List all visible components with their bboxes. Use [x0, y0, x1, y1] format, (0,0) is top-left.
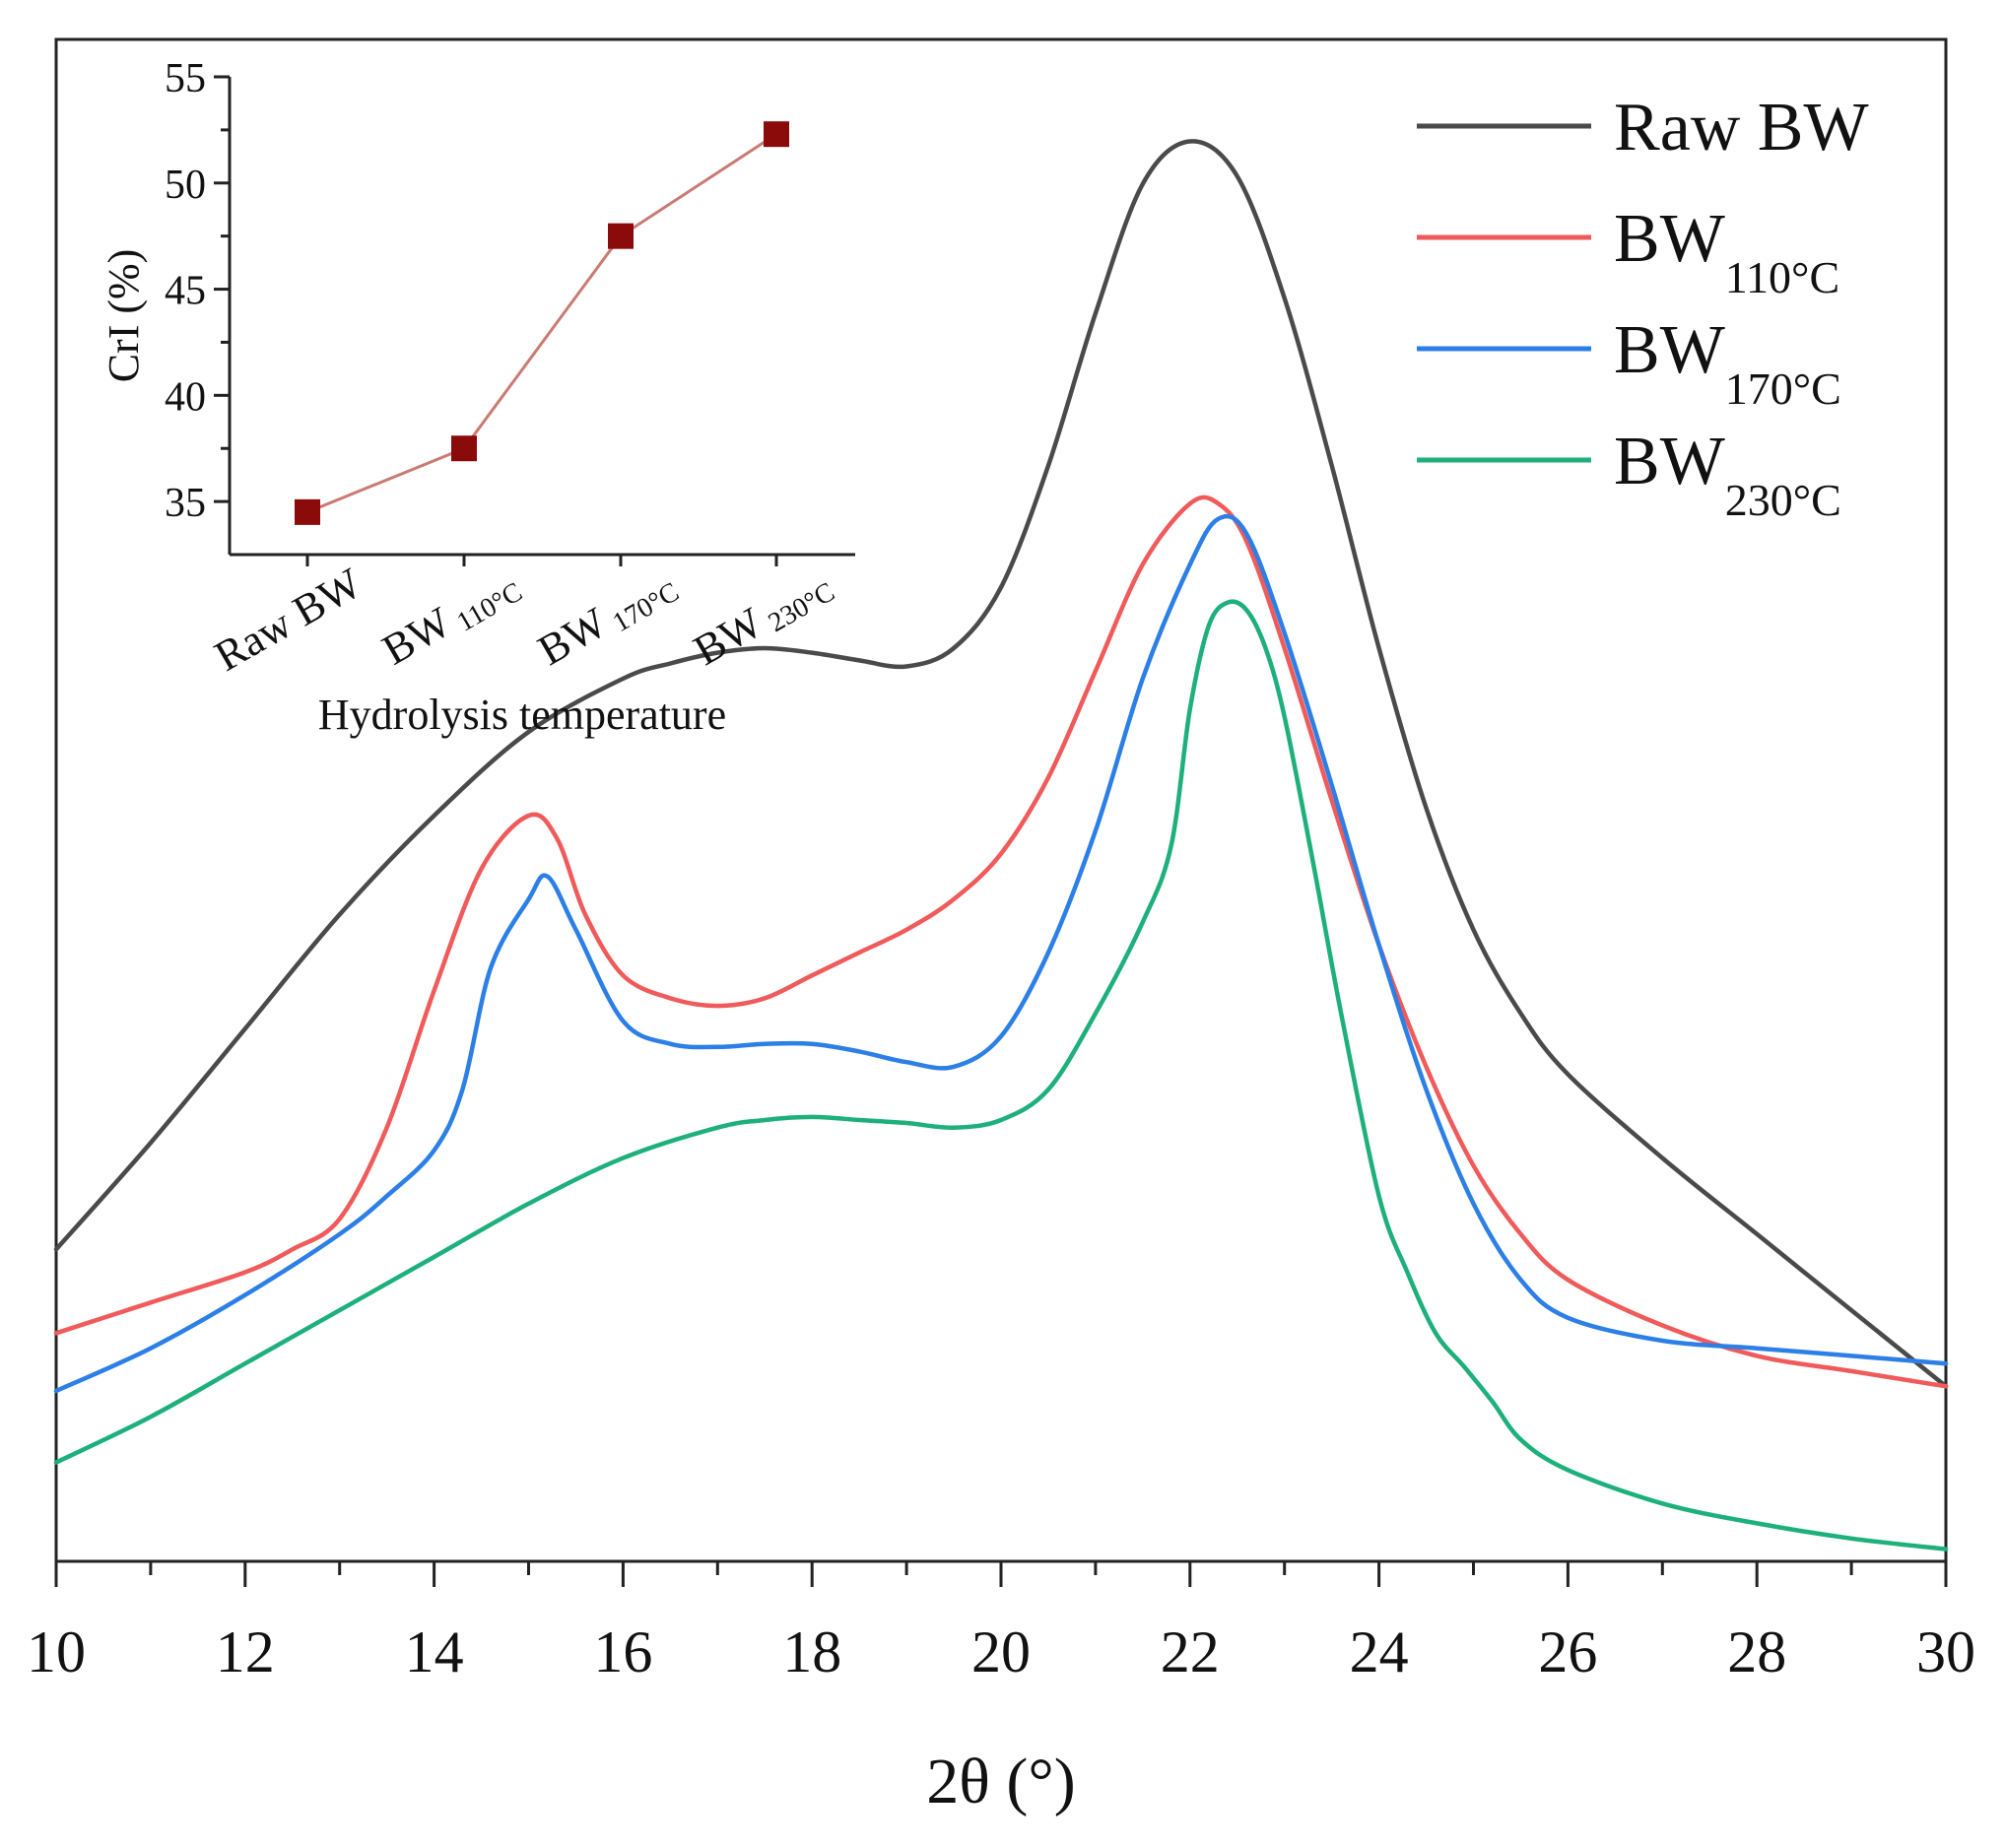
main-x-ticks [54, 1561, 1948, 1587]
x-tick-label: 20 [971, 1619, 1031, 1684]
inset-marker-bw-170c [608, 223, 634, 249]
series-line-bw-110c [53, 495, 1949, 1389]
x-tick-label: 16 [593, 1619, 652, 1684]
x-tick-label: 28 [1727, 1619, 1786, 1684]
inset-y-tick-label: 55 [165, 56, 206, 101]
inset-y-axis-label: CrI (%) [100, 249, 148, 383]
x-tick-label: 26 [1538, 1619, 1597, 1684]
legend-label-bw-110c: BW110°C [1614, 201, 1839, 302]
series-line-raw-bw [53, 139, 1949, 1389]
x-tick-label: 12 [216, 1619, 275, 1684]
inset-y-tick-label: 35 [165, 481, 206, 526]
inset-x-axis-label: Hydrolysis temperature [318, 691, 726, 739]
legend-label-bw-230c: BW230°C [1614, 424, 1841, 525]
inset-marker-raw-bw [295, 498, 320, 525]
legend-label-bw-170c: BW170°C [1614, 312, 1841, 414]
inset-series-line [306, 132, 777, 514]
main-series-group [53, 139, 1949, 1551]
inset-y-tick-label: 40 [165, 374, 206, 420]
x-tick-label: 14 [405, 1619, 464, 1684]
inset-y-tick-label: 50 [165, 163, 206, 208]
x-tick-label: 18 [782, 1619, 841, 1684]
inset-marker-bw-110c [451, 435, 477, 462]
legend-label-raw-bw: Raw BW [1614, 90, 1869, 165]
series-line-bw-170c [53, 513, 1949, 1394]
inset-y-tick-label: 45 [165, 269, 206, 314]
main-x-axis-label: 2θ (°) [926, 1746, 1075, 1817]
inset-marker-bw-230c [764, 121, 789, 148]
x-tick-label: 24 [1350, 1619, 1409, 1684]
main-x-tick-labels: 10 12 14 16 18 20 22 24 26 28 30 [27, 1619, 1975, 1684]
x-tick-label: 30 [1916, 1619, 1975, 1684]
x-tick-label: 22 [1161, 1619, 1220, 1684]
x-tick-label: 10 [27, 1619, 86, 1684]
series-line-bw-230c [53, 599, 1949, 1551]
